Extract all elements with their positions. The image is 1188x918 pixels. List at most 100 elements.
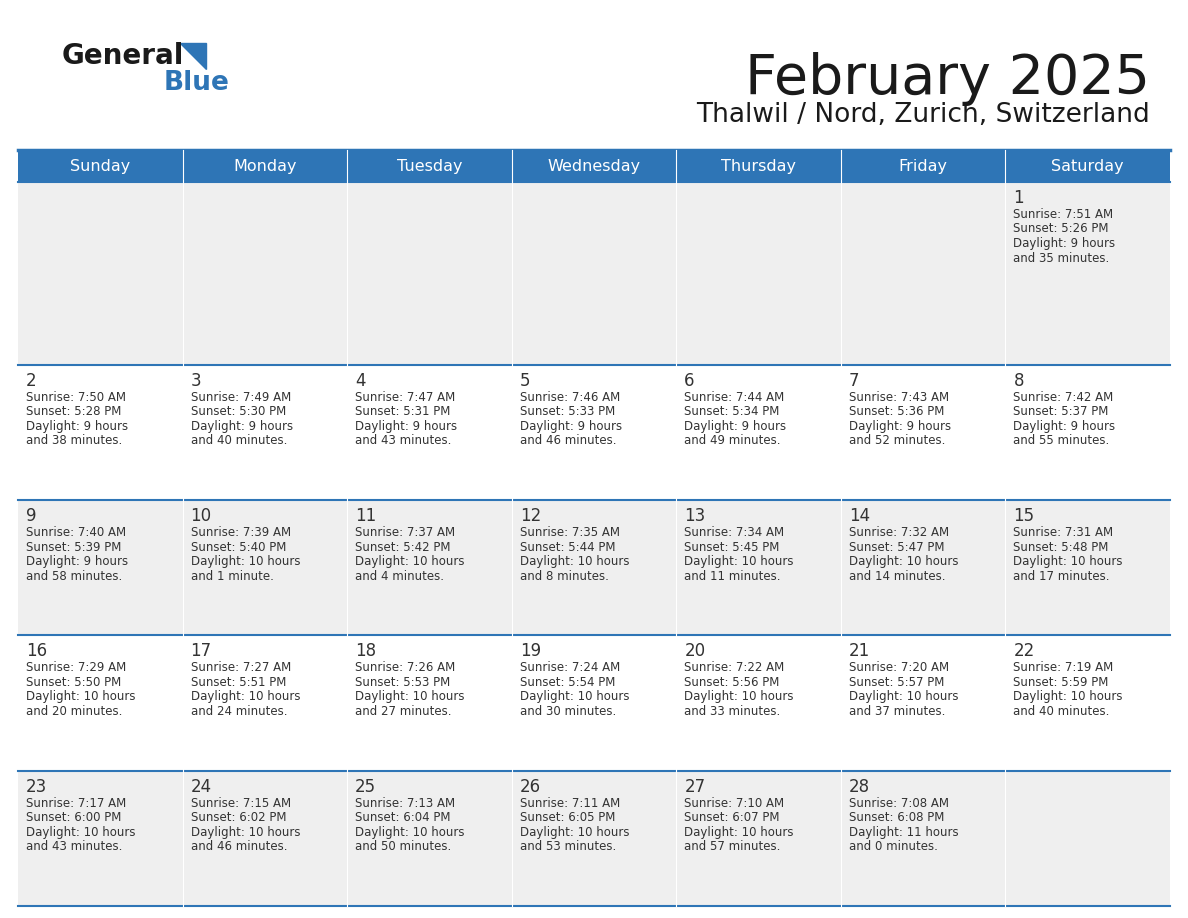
Text: and 8 minutes.: and 8 minutes. <box>519 569 608 583</box>
Text: Daylight: 9 hours: Daylight: 9 hours <box>355 420 457 432</box>
Text: and 0 minutes.: and 0 minutes. <box>849 840 937 853</box>
Text: Daylight: 10 hours: Daylight: 10 hours <box>519 690 630 703</box>
Bar <box>512 182 676 364</box>
Text: and 11 minutes.: and 11 minutes. <box>684 569 781 583</box>
Bar <box>18 771 183 906</box>
Bar <box>347 635 512 771</box>
Text: 3: 3 <box>190 372 201 390</box>
Text: 16: 16 <box>26 643 48 660</box>
Bar <box>841 182 1005 364</box>
Text: Sunrise: 7:27 AM: Sunrise: 7:27 AM <box>190 661 291 675</box>
Text: Sunrise: 7:10 AM: Sunrise: 7:10 AM <box>684 797 784 810</box>
Bar <box>512 500 676 635</box>
Text: 9: 9 <box>26 507 37 525</box>
Text: and 49 minutes.: and 49 minutes. <box>684 434 781 447</box>
Text: Sunrise: 7:31 AM: Sunrise: 7:31 AM <box>1013 526 1113 539</box>
Bar <box>183 635 347 771</box>
Text: Saturday: Saturday <box>1051 159 1124 174</box>
Text: Thalwil / Nord, Zurich, Switzerland: Thalwil / Nord, Zurich, Switzerland <box>696 102 1150 128</box>
Text: Sunrise: 7:08 AM: Sunrise: 7:08 AM <box>849 797 949 810</box>
Bar <box>18 635 183 771</box>
Bar <box>841 635 1005 771</box>
Bar <box>183 771 347 906</box>
Text: and 58 minutes.: and 58 minutes. <box>26 569 122 583</box>
Text: 17: 17 <box>190 643 211 660</box>
Bar <box>347 364 512 500</box>
Text: and 46 minutes.: and 46 minutes. <box>519 434 617 447</box>
Text: Sunrise: 7:17 AM: Sunrise: 7:17 AM <box>26 797 126 810</box>
Text: and 24 minutes.: and 24 minutes. <box>190 705 287 718</box>
Bar <box>676 635 841 771</box>
Bar <box>1005 635 1170 771</box>
Text: Sunset: 5:47 PM: Sunset: 5:47 PM <box>849 541 944 554</box>
Text: Sunrise: 7:29 AM: Sunrise: 7:29 AM <box>26 661 126 675</box>
Text: Sunrise: 7:47 AM: Sunrise: 7:47 AM <box>355 391 455 404</box>
Text: Daylight: 9 hours: Daylight: 9 hours <box>684 420 786 432</box>
Bar <box>512 771 676 906</box>
Text: 1: 1 <box>1013 189 1024 207</box>
Text: 12: 12 <box>519 507 541 525</box>
Text: Sunset: 6:00 PM: Sunset: 6:00 PM <box>26 812 121 824</box>
Text: 8: 8 <box>1013 372 1024 390</box>
Bar <box>1005 771 1170 906</box>
Text: Daylight: 9 hours: Daylight: 9 hours <box>26 555 128 568</box>
Text: Sunset: 5:53 PM: Sunset: 5:53 PM <box>355 676 450 688</box>
Text: Daylight: 10 hours: Daylight: 10 hours <box>849 690 959 703</box>
Text: Sunset: 5:45 PM: Sunset: 5:45 PM <box>684 541 779 554</box>
Text: Blue: Blue <box>164 70 229 96</box>
Bar <box>841 150 1005 182</box>
Text: and 57 minutes.: and 57 minutes. <box>684 840 781 853</box>
Text: Sunset: 6:04 PM: Sunset: 6:04 PM <box>355 812 450 824</box>
Text: and 33 minutes.: and 33 minutes. <box>684 705 781 718</box>
Text: 13: 13 <box>684 507 706 525</box>
Text: Daylight: 9 hours: Daylight: 9 hours <box>26 420 128 432</box>
Text: Daylight: 10 hours: Daylight: 10 hours <box>190 555 301 568</box>
Bar <box>18 150 183 182</box>
Text: Daylight: 9 hours: Daylight: 9 hours <box>1013 420 1116 432</box>
Text: 10: 10 <box>190 507 211 525</box>
Text: and 50 minutes.: and 50 minutes. <box>355 840 451 853</box>
Text: and 55 minutes.: and 55 minutes. <box>1013 434 1110 447</box>
Text: Sunrise: 7:43 AM: Sunrise: 7:43 AM <box>849 391 949 404</box>
Text: Sunset: 5:33 PM: Sunset: 5:33 PM <box>519 405 615 419</box>
Text: Sunrise: 7:19 AM: Sunrise: 7:19 AM <box>1013 661 1113 675</box>
Text: Sunset: 5:42 PM: Sunset: 5:42 PM <box>355 541 450 554</box>
Text: and 14 minutes.: and 14 minutes. <box>849 569 946 583</box>
Text: 5: 5 <box>519 372 530 390</box>
Bar <box>1005 150 1170 182</box>
Text: Daylight: 10 hours: Daylight: 10 hours <box>355 690 465 703</box>
Bar <box>841 771 1005 906</box>
Text: Sunrise: 7:50 AM: Sunrise: 7:50 AM <box>26 391 126 404</box>
Bar <box>1005 182 1170 364</box>
Bar <box>841 500 1005 635</box>
Text: Daylight: 10 hours: Daylight: 10 hours <box>355 825 465 839</box>
Text: Sunrise: 7:34 AM: Sunrise: 7:34 AM <box>684 526 784 539</box>
Polygon shape <box>181 43 206 69</box>
Bar <box>512 150 676 182</box>
Text: and 52 minutes.: and 52 minutes. <box>849 434 946 447</box>
Text: Sunset: 5:40 PM: Sunset: 5:40 PM <box>190 541 286 554</box>
Bar <box>347 150 512 182</box>
Bar <box>676 150 841 182</box>
Text: Sunrise: 7:46 AM: Sunrise: 7:46 AM <box>519 391 620 404</box>
Text: Sunset: 5:39 PM: Sunset: 5:39 PM <box>26 541 121 554</box>
Text: Sunset: 5:51 PM: Sunset: 5:51 PM <box>190 676 286 688</box>
Text: Sunrise: 7:44 AM: Sunrise: 7:44 AM <box>684 391 784 404</box>
Text: Sunrise: 7:24 AM: Sunrise: 7:24 AM <box>519 661 620 675</box>
Text: Sunrise: 7:49 AM: Sunrise: 7:49 AM <box>190 391 291 404</box>
Text: Daylight: 10 hours: Daylight: 10 hours <box>684 555 794 568</box>
Text: Daylight: 9 hours: Daylight: 9 hours <box>1013 237 1116 250</box>
Text: 14: 14 <box>849 507 870 525</box>
Text: Sunset: 6:07 PM: Sunset: 6:07 PM <box>684 812 779 824</box>
Text: Sunset: 6:08 PM: Sunset: 6:08 PM <box>849 812 944 824</box>
Text: Monday: Monday <box>233 159 297 174</box>
Text: Sunrise: 7:37 AM: Sunrise: 7:37 AM <box>355 526 455 539</box>
Text: Sunrise: 7:32 AM: Sunrise: 7:32 AM <box>849 526 949 539</box>
Text: Sunset: 5:31 PM: Sunset: 5:31 PM <box>355 405 450 419</box>
Text: 18: 18 <box>355 643 377 660</box>
Bar <box>1005 500 1170 635</box>
Text: Daylight: 9 hours: Daylight: 9 hours <box>190 420 292 432</box>
Text: Daylight: 10 hours: Daylight: 10 hours <box>849 555 959 568</box>
Text: and 4 minutes.: and 4 minutes. <box>355 569 444 583</box>
Text: Sunrise: 7:11 AM: Sunrise: 7:11 AM <box>519 797 620 810</box>
